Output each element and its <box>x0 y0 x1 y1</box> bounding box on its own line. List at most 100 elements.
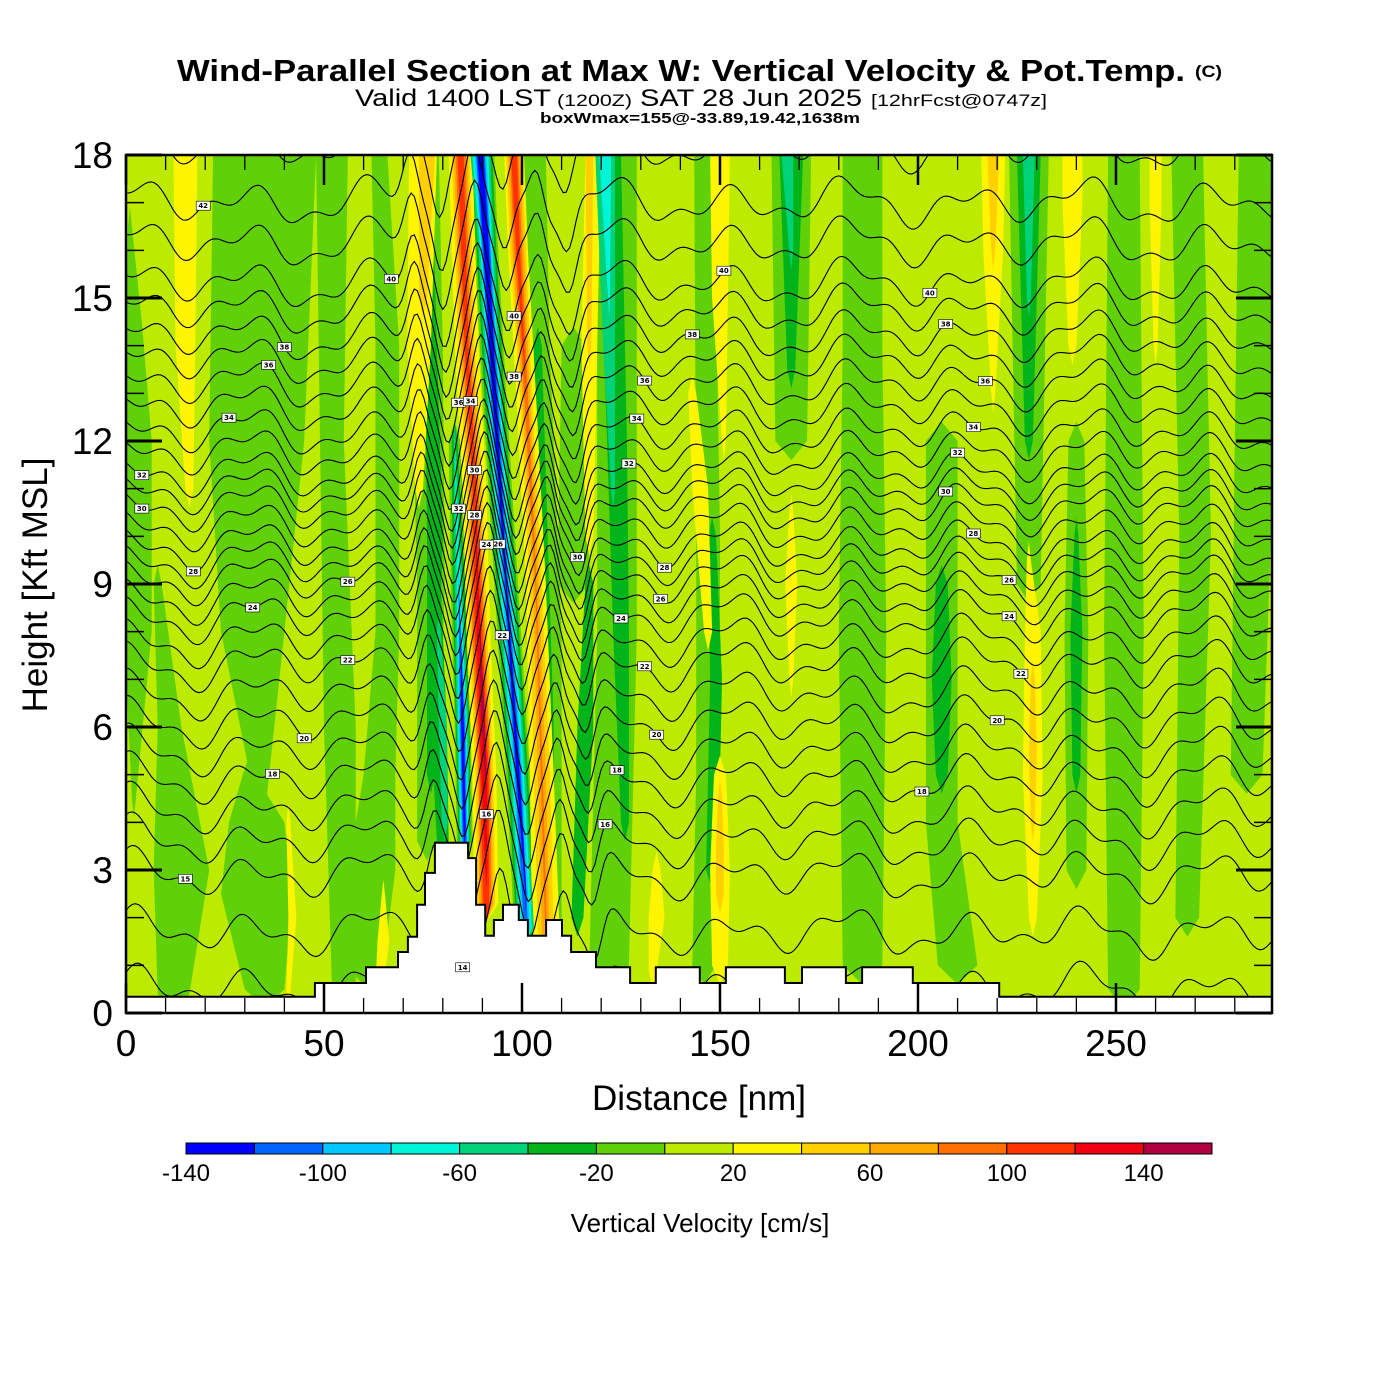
theta-label-box <box>1001 575 1017 585</box>
theta-label-box <box>716 265 732 276</box>
w-contour-band <box>153 564 210 1013</box>
w-contour-band <box>286 803 297 1013</box>
theta-label-box <box>977 376 993 386</box>
theta-contour-line <box>126 521 1272 657</box>
w-contour-band <box>716 779 724 913</box>
x-axis-title: Distance [nm] <box>592 1079 806 1118</box>
colorbar-tick-label: -100 <box>299 1160 347 1187</box>
theta-contour-line <box>126 218 1272 348</box>
w-contour-band <box>781 155 794 270</box>
theta-label-text: 24 <box>248 604 258 612</box>
theta-contour-line <box>126 179 1272 311</box>
valid-date: SAT 28 Jun 2025 <box>640 85 862 112</box>
theta-contour-label: 22 <box>637 661 653 672</box>
theta-label-text: 40 <box>925 289 935 297</box>
terrain-profile <box>126 841 1272 1013</box>
theta-label-text: 18 <box>268 770 278 778</box>
theta-contour-line <box>126 649 1272 781</box>
w-contour-band <box>316 155 356 1004</box>
valid-time-utc: (1200Z) <box>557 91 632 110</box>
w-contour-band <box>511 155 526 413</box>
theta-contour-label: 38 <box>506 371 522 382</box>
theta-label-box <box>134 470 150 481</box>
theta-label-text: 42 <box>198 202 208 210</box>
theta-label-box <box>195 200 211 211</box>
x-tick-label: 200 <box>887 1023 949 1064</box>
theta-label-text: 22 <box>640 663 650 671</box>
colorbar-swatch <box>253 1142 324 1155</box>
theta-contour-line <box>172 155 1272 219</box>
theta-label-text: 24 <box>616 615 626 623</box>
theta-contour-label: 24 <box>1001 611 1017 622</box>
theta-label-box <box>938 486 954 497</box>
theta-label-text: 20 <box>299 735 309 743</box>
forecast-info: [12hrFcst@0747z] <box>871 91 1047 110</box>
theta-contour-label: 30 <box>134 503 150 514</box>
theta-label-text: 36 <box>454 399 464 407</box>
colorbar-tick-label: 100 <box>987 1160 1027 1187</box>
w-contour-band <box>508 155 550 951</box>
theta-contour-line <box>126 678 1272 810</box>
theta-label-text: 24 <box>482 541 492 549</box>
w-contour-band <box>688 374 713 651</box>
theta-label-box <box>1013 668 1029 679</box>
theta-label-text: 32 <box>137 472 147 480</box>
theta-label-box <box>613 613 629 624</box>
theta-label-text: 14 <box>458 964 468 972</box>
w-contour-band <box>648 850 665 990</box>
colorbar-title: Vertical Velocity [cm/s] <box>571 1208 830 1238</box>
w-contour-band <box>581 155 602 556</box>
theta-label-text: 36 <box>640 377 650 385</box>
valid-time-local: Valid 1400 LST <box>355 85 551 112</box>
w-contour-band <box>209 155 317 818</box>
theta-label-text: 26 <box>656 595 666 603</box>
theta-contour-label: 22 <box>1013 668 1029 679</box>
w-contour-band <box>1070 517 1083 794</box>
theta-contour-label: 26 <box>340 576 356 587</box>
theta-label-box <box>134 503 150 514</box>
w-contour-band <box>509 155 547 937</box>
w-contour-band <box>419 155 435 318</box>
colorbar-tick-label: 140 <box>1124 1160 1164 1187</box>
theta-contour-line <box>126 484 1272 621</box>
theta-contour-label: 30 <box>938 486 954 497</box>
theta-label-box <box>950 447 965 458</box>
copyright-mark: (C) <box>1195 62 1222 81</box>
x-tick-label: 150 <box>689 1023 751 1064</box>
y-tick-label: 12 <box>72 421 113 462</box>
theta-contour-label: 16 <box>597 819 613 830</box>
theta-contour-label: 30 <box>467 465 482 475</box>
theta-contour-label: 18 <box>914 786 930 797</box>
w-contour-band <box>173 155 198 508</box>
theta-label-box <box>506 371 522 382</box>
theta-contour-line <box>126 357 1272 491</box>
theta-contour-label: 15 <box>178 873 193 884</box>
theta-label-text: 32 <box>454 505 464 513</box>
w-contour-band <box>981 155 1006 413</box>
w-contour-band <box>1149 155 1162 365</box>
w-contour-band <box>987 155 1000 270</box>
theta-contour-line <box>126 450 1272 585</box>
theta-label-text: 30 <box>573 554 583 562</box>
theta-label-text: 40 <box>509 313 519 321</box>
theta-label-box <box>570 552 585 563</box>
theta-label-text: 38 <box>280 344 290 352</box>
theta-contour-label: 34 <box>221 412 237 423</box>
theta-contour-label: 24 <box>613 613 629 624</box>
theta-label-box <box>989 715 1005 726</box>
theta-contour-line <box>126 333 1272 468</box>
theta-label-box <box>467 465 482 475</box>
theta-label-text: 30 <box>137 505 147 513</box>
theta-contour-line <box>126 414 1272 550</box>
theta-label-text: 15 <box>181 875 191 883</box>
theta-label-box <box>657 562 672 573</box>
theta-label-box <box>922 287 938 298</box>
y-tick-label: 15 <box>72 278 113 319</box>
colorbar-swatch <box>664 1142 734 1155</box>
w-contour-band <box>779 155 804 389</box>
colorbar: -140 -100 -60 -20 20 60 100 140 <box>162 1142 1213 1187</box>
w-contour-band <box>1062 155 1083 365</box>
w-contour-band <box>838 155 887 985</box>
theta-label-text: 32 <box>624 460 634 468</box>
x-tick-label: 100 <box>491 1023 553 1064</box>
